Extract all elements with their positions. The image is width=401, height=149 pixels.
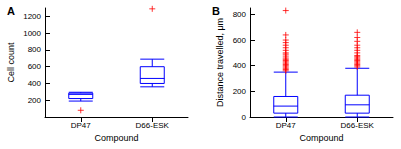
svg-text:800: 800 [28,45,42,54]
svg-text:200: 200 [28,96,42,105]
svg-text:B: B [212,5,220,17]
svg-text:D66-ESK: D66-ESK [136,121,170,130]
svg-text:DP47: DP47 [71,121,92,130]
svg-text:400: 400 [233,61,247,70]
svg-text:1200: 1200 [23,12,41,21]
svg-text:1000: 1000 [23,29,41,38]
svg-text:Compound: Compound [94,133,138,143]
svg-text:A: A [7,5,15,17]
svg-text:600: 600 [233,36,247,45]
svg-text:DP47: DP47 [276,121,297,130]
svg-text:D66-ESK: D66-ESK [341,121,375,130]
svg-text:600: 600 [28,62,42,71]
svg-text:800: 800 [233,10,247,19]
svg-text:0: 0 [242,113,247,122]
svg-text:Distance travelled, μm: Distance travelled, μm [215,18,225,107]
svg-text:Compound: Compound [299,133,343,143]
svg-text:200: 200 [233,87,247,96]
svg-text:Cell count: Cell count [6,42,16,83]
svg-text:400: 400 [28,79,42,88]
